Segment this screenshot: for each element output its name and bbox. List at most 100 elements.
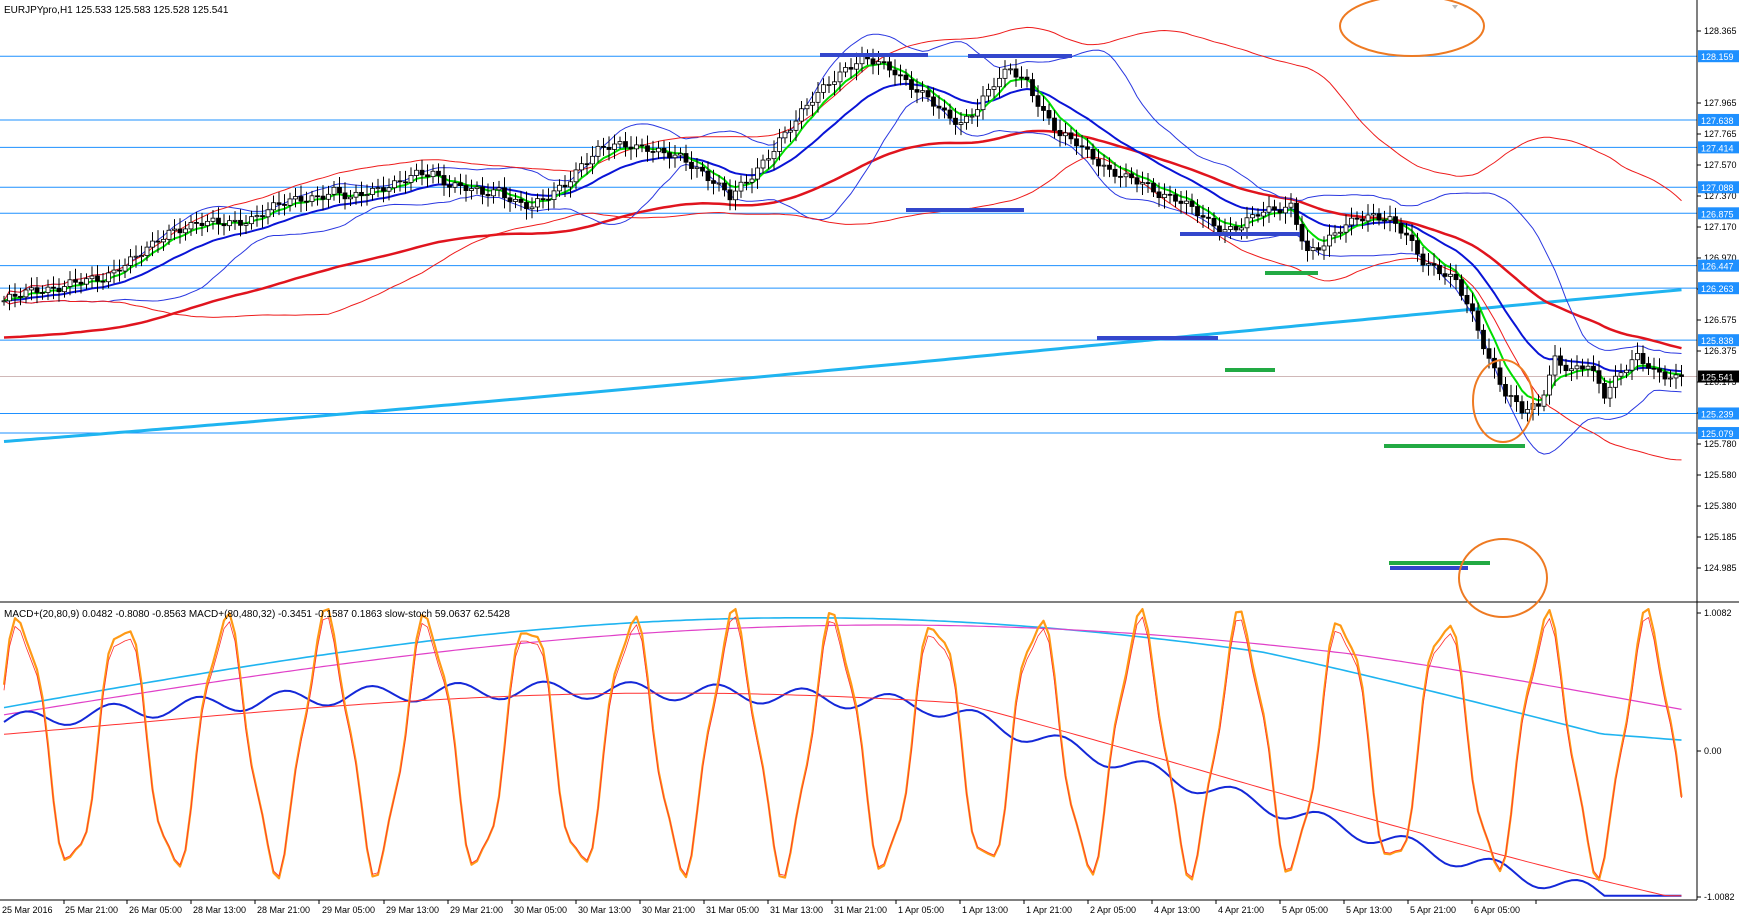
candle-body (524, 202, 529, 210)
price-tick-label: 126.375 (1704, 346, 1737, 356)
candle-body (936, 105, 942, 109)
candle-body (568, 181, 573, 188)
candle-body (298, 196, 304, 202)
level-label-box (1698, 334, 1739, 347)
candle-body (1349, 217, 1354, 226)
candle-body (579, 163, 584, 171)
candle-body (1090, 148, 1096, 160)
time-label: 26 Mar 05:00 (129, 905, 182, 915)
candle-body (991, 86, 997, 90)
candle-body (1371, 213, 1376, 216)
candle-body (485, 193, 491, 197)
candle-body (760, 159, 766, 169)
candle-body (188, 222, 194, 230)
candle-body (1420, 253, 1426, 266)
candle-body (810, 101, 815, 106)
candle-body (342, 192, 348, 200)
candle-body (634, 144, 639, 150)
candle-body (210, 217, 216, 222)
candle-body (953, 117, 958, 125)
candle-body (1217, 225, 1222, 233)
candle-body (276, 202, 282, 205)
candle-body (920, 90, 925, 93)
candle-body (1558, 355, 1563, 366)
candle-body (782, 131, 788, 139)
candle-body (1068, 132, 1074, 140)
candle-body (1250, 214, 1255, 219)
level-label: 127.088 (1701, 183, 1734, 193)
time-label: 25 Mar 2016 (2, 905, 53, 915)
candle-body (1646, 363, 1651, 369)
level-label-box (1698, 427, 1739, 440)
time-label: 6 Apr 05:00 (1474, 905, 1520, 915)
candle-body (535, 198, 540, 208)
candle-body (1173, 194, 1178, 202)
candle-body (161, 238, 166, 243)
candle-body (969, 115, 975, 118)
ema-long-line (3, 288, 1682, 443)
candle-body (78, 281, 84, 285)
candle-body (155, 240, 161, 243)
candle-body (903, 74, 909, 81)
level-label: 128.159 (1701, 52, 1734, 62)
candle-body (551, 190, 557, 201)
level-label-box (1698, 181, 1739, 194)
candle-body (1063, 132, 1068, 137)
candle-body (139, 255, 144, 257)
candle-body (573, 169, 579, 183)
candle-body (1393, 216, 1398, 224)
candle-body (474, 186, 480, 189)
candle-body (232, 219, 238, 222)
candle-body (1547, 374, 1552, 396)
candle-body (359, 191, 364, 196)
candle-body (848, 67, 854, 70)
macd-main-line (3, 680, 1682, 897)
level-label-box (1698, 113, 1739, 126)
level-label: 127.638 (1701, 116, 1734, 126)
candle-body (249, 216, 254, 225)
candle-body (1613, 375, 1618, 388)
candle-body (469, 188, 474, 191)
candle-body (683, 153, 689, 163)
candle-body (1453, 273, 1459, 281)
candle-body (216, 217, 221, 225)
candle-body (463, 185, 469, 191)
time-label: 25 Mar 21:00 (65, 905, 118, 915)
indicator-tick-label: -1.0082 (1704, 892, 1735, 902)
bollinger-lower-line (3, 97, 1682, 455)
candle-body (518, 198, 524, 203)
time-label: 1 Apr 05:00 (898, 905, 944, 915)
current-price-box (1698, 370, 1739, 383)
candle-body (529, 206, 535, 210)
time-label: 1 Apr 13:00 (962, 905, 1008, 915)
candle-body (1398, 223, 1404, 234)
candle-body (1624, 369, 1629, 374)
candle-body (1211, 217, 1217, 227)
candle-body (1563, 364, 1569, 372)
candle-body (320, 195, 326, 200)
time-label: 2 Apr 05:00 (1090, 905, 1136, 915)
candle-body (507, 197, 513, 202)
candle-body (854, 63, 859, 70)
price-tick-label: 125.185 (1704, 532, 1737, 542)
candle-body (694, 166, 700, 169)
candle-body (133, 255, 139, 258)
candle-body (287, 198, 293, 206)
candle-body (766, 158, 771, 161)
level-label: 125.838 (1701, 336, 1734, 346)
candle-body (496, 187, 502, 191)
candle-body (1107, 164, 1112, 170)
candle-body (909, 79, 914, 90)
candle-body (700, 166, 705, 172)
candle-body (1, 300, 7, 303)
candle-body (430, 170, 436, 178)
indicator-pane[interactable] (2, 607, 1683, 897)
candle-body (1244, 217, 1250, 229)
time-label: 31 Mar 13:00 (770, 905, 823, 915)
candle-body (441, 175, 447, 186)
candle-body (1569, 368, 1574, 372)
candle-body (265, 209, 271, 218)
candle-body (1189, 200, 1195, 207)
candle-body (925, 90, 931, 98)
